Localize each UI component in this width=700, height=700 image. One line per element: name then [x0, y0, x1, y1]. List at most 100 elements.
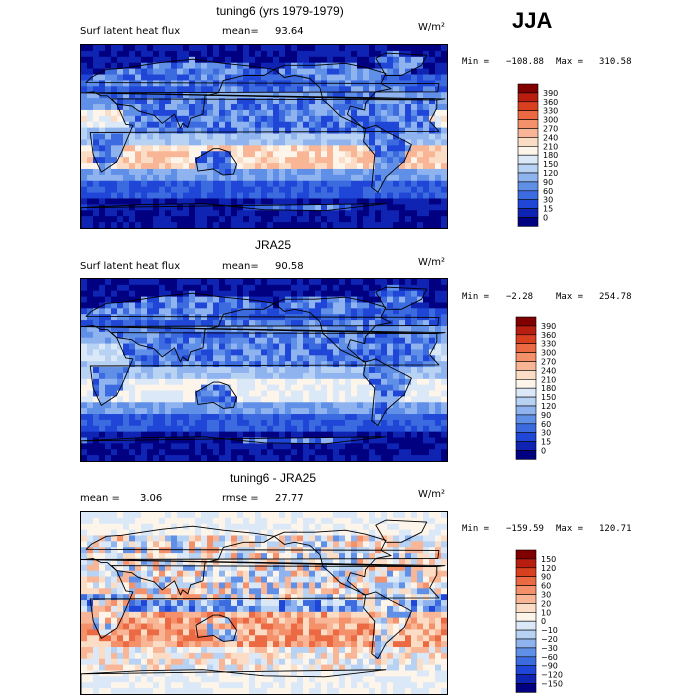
panel2-colorbar-tick-label: 90	[541, 411, 551, 420]
panel1-max-label: Max =	[556, 57, 584, 67]
panel2-colorbar-swatch	[515, 414, 537, 425]
panel3-colorbar-swatch	[515, 647, 537, 658]
panel2-mean-label: mean=	[222, 261, 259, 272]
panel3-colorbar-swatch	[515, 585, 537, 595]
panel2-mean-value: 90.58	[275, 261, 304, 272]
panel3-colorbar-swatch	[515, 674, 537, 684]
panel2-colorbar-tick-label: 0	[541, 447, 546, 456]
panel2-field	[81, 279, 447, 461]
panel3-colorbar-swatch	[515, 683, 537, 693]
panel2-map-svg	[81, 279, 447, 461]
panel1-min-value: −108.88	[506, 57, 544, 67]
panel1-colorbar-tick-label: 15	[543, 205, 553, 214]
panel3-colorbar-swatch	[515, 638, 537, 649]
panel2-min-value: −2.28	[506, 292, 534, 302]
panel3-map	[80, 511, 448, 695]
panel1-colorbar-swatch	[517, 199, 539, 209]
panel3-colorbar-swatch	[515, 603, 537, 613]
panel1-field	[81, 45, 447, 228]
panel1-colorbar-swatch	[517, 128, 539, 138]
panel3-rmse-value: 27.77	[275, 493, 304, 504]
panel3-colorbar-tick-label: 90	[541, 573, 551, 582]
panel2-colorbar-tick-label: 120	[541, 402, 556, 411]
panel2-colorbar-swatch	[515, 316, 537, 327]
panel1-variable-label: Surf latent heat flux	[80, 26, 181, 37]
panel2-colorbar-swatch	[515, 405, 537, 416]
panel3-units: W/m²	[418, 489, 446, 500]
panel1-colorbar-swatch	[517, 146, 539, 156]
panel2-max-value: 254.78	[599, 292, 632, 302]
panel2-colorbar-tick-label: 15	[541, 438, 551, 447]
panel3-max-value: 120.71	[599, 524, 632, 534]
panel1-colorbar-tick-label: 0	[543, 214, 548, 223]
panel2-min-label: Min =	[462, 292, 490, 302]
panel3-colorbar-swatch	[515, 629, 537, 640]
panel2-variable-label: Surf latent heat flux	[80, 261, 181, 272]
panel3-colorbar-tick-label: −10	[541, 626, 558, 635]
panel3-colorbar-tick-label: 30	[541, 591, 551, 600]
panel3-colorbar-swatch	[515, 620, 537, 631]
panel1-coastlines	[81, 52, 446, 228]
panel3-coastlines	[81, 519, 446, 694]
panel3-map-svg	[81, 512, 447, 694]
panel1-colorbar-tick-label: 390	[543, 89, 558, 98]
panel3-title: tuning6 - JRA25	[229, 471, 317, 485]
panel1-colorbar-swatch	[517, 172, 539, 183]
panel1-colorbar-tick-label: 90	[543, 178, 553, 187]
panel1-colorbar-tick-label: 330	[543, 107, 558, 116]
panel1-colorbar-swatch	[517, 119, 539, 129]
panel2-colorbar-tick-label: 240	[541, 366, 556, 375]
panel2-map	[80, 278, 448, 462]
panel1-colorbar-tick-label: 60	[543, 187, 553, 196]
panel1-colorbar-swatch	[517, 110, 539, 120]
panel2-colorbar-tick-label: 390	[541, 322, 556, 331]
panel1-colorbar-tick-label: 120	[543, 169, 558, 178]
panel2-colorbar-tick-label: 150	[541, 393, 556, 402]
panel2-colorbar-tick-label: 270	[541, 358, 556, 367]
panel3-colorbar-tick-label: −120	[541, 671, 563, 680]
panel1-colorbar-swatch	[517, 137, 539, 147]
panel3-colorbar-tick-label: −30	[541, 644, 558, 653]
panel1-colorbar-tick-label: 210	[543, 142, 558, 151]
panel1-colorbar-tick-label: 300	[543, 116, 558, 125]
panel2-colorbar-swatch	[515, 450, 537, 460]
panel3-mean-label: mean =	[80, 493, 120, 504]
panel2-colorbar-tick-label: 30	[541, 429, 551, 438]
panel2-colorbar-swatch	[515, 387, 537, 398]
panel2-coastlines	[81, 286, 446, 461]
panel2-colorbar-tick-label: 60	[541, 420, 551, 429]
panel2-colorbar-swatch	[515, 432, 537, 442]
panel2-colorbar-swatch	[515, 361, 537, 371]
panel2-colorbar-swatch	[515, 379, 537, 389]
panel3-colorbar-tick-label: 0	[541, 617, 546, 626]
panel2-title: JRA25	[254, 238, 292, 252]
panel3-min-label: Min =	[462, 524, 490, 534]
panel2-colorbar-tick-label: 360	[541, 331, 556, 340]
panel2-colorbar-swatch	[515, 334, 537, 344]
panel1-min-label: Min =	[462, 57, 490, 67]
panel1-units: W/m²	[418, 22, 446, 33]
panel3-colorbar-tick-label: 10	[541, 608, 551, 617]
panel3-colorbar-tick-label: −20	[541, 635, 558, 644]
panel2-colorbar-swatch	[515, 352, 537, 362]
panel2-colorbar-swatch	[515, 396, 537, 407]
panel2-colorbar: 390 360 330 300 270 240 210 180 150 120 90 60 30 15 0	[514, 315, 564, 460]
panel2-colorbar-tick-label: 180	[541, 384, 556, 393]
panel3-rmse-label: rmse =	[222, 493, 259, 504]
panel3-colorbar-tick-label: −90	[541, 662, 558, 671]
panel3-colorbar-swatch	[515, 558, 537, 569]
panel2-units: W/m²	[418, 257, 446, 268]
panel3-colorbar: 150 120 90 60 30 20 10 0 −10 −20 −30 −60 −90 −120 −150	[514, 548, 570, 693]
panel2-colorbar-swatch	[515, 343, 537, 353]
panel3-colorbar-swatch	[515, 656, 537, 667]
panel1-colorbar-swatch	[517, 92, 539, 103]
panel3-colorbar-swatch	[515, 549, 537, 560]
panel3-max-label: Max =	[556, 524, 584, 534]
panel1-colorbar-tick-label: 180	[543, 151, 558, 160]
panel3-colorbar-tick-label: 60	[541, 582, 551, 591]
panel3-colorbar-swatch	[515, 612, 537, 622]
panel3-mean-value: 3.06	[140, 493, 163, 504]
panel1-colorbar-swatch	[517, 181, 539, 192]
panel1-colorbar-tick-label: 30	[543, 196, 553, 205]
panel1-colorbar-swatch	[517, 154, 539, 165]
